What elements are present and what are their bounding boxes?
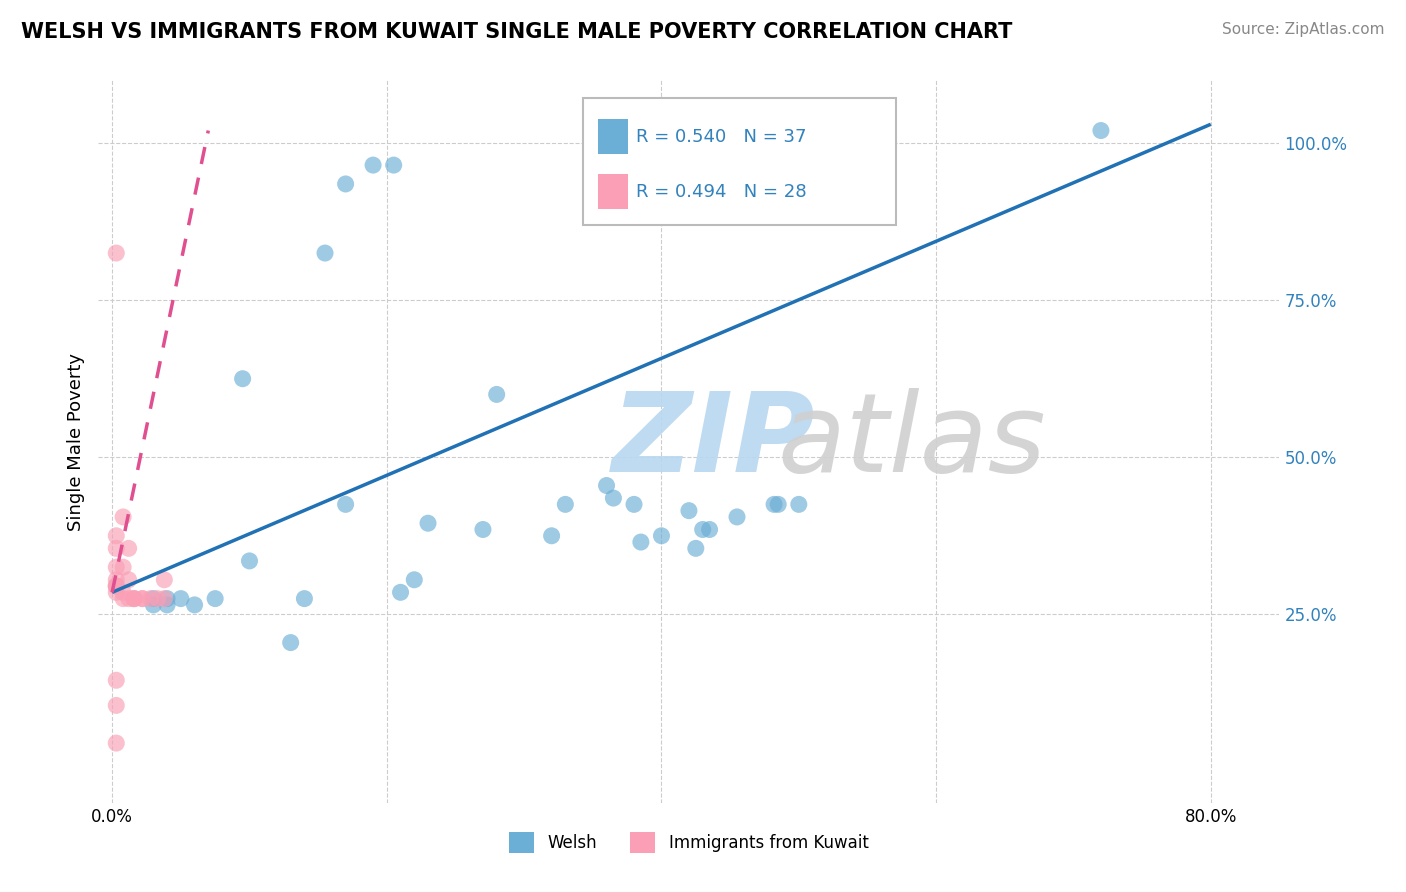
Point bbox=[471, 523, 494, 537]
Point bbox=[105, 579, 128, 593]
Point bbox=[204, 591, 226, 606]
Point bbox=[146, 591, 169, 606]
Point bbox=[183, 598, 205, 612]
Point bbox=[156, 598, 179, 612]
Point bbox=[623, 497, 645, 511]
Point bbox=[678, 503, 700, 517]
Text: R = 0.540   N = 37: R = 0.540 N = 37 bbox=[636, 128, 806, 145]
Point bbox=[105, 673, 128, 688]
Point bbox=[404, 573, 426, 587]
Text: WELSH VS IMMIGRANTS FROM KUWAIT SINGLE MALE POVERTY CORRELATION CHART: WELSH VS IMMIGRANTS FROM KUWAIT SINGLE M… bbox=[21, 22, 1012, 42]
Point bbox=[122, 591, 145, 606]
Point bbox=[685, 541, 707, 556]
Point bbox=[280, 635, 302, 649]
Point bbox=[238, 554, 260, 568]
Point bbox=[105, 585, 128, 599]
Point bbox=[131, 591, 153, 606]
Point bbox=[156, 591, 179, 606]
Point bbox=[1090, 123, 1112, 137]
Point bbox=[142, 598, 165, 612]
Point bbox=[142, 591, 165, 606]
Point bbox=[112, 591, 135, 606]
Point bbox=[122, 591, 145, 606]
FancyBboxPatch shape bbox=[598, 120, 627, 154]
Point bbox=[105, 541, 128, 556]
Point bbox=[699, 523, 721, 537]
Point bbox=[382, 158, 405, 172]
Point bbox=[112, 560, 135, 574]
Point bbox=[122, 591, 145, 606]
Point bbox=[540, 529, 562, 543]
Text: R = 0.494   N = 28: R = 0.494 N = 28 bbox=[636, 183, 807, 201]
Legend: Welsh, Immigrants from Kuwait: Welsh, Immigrants from Kuwait bbox=[502, 826, 876, 860]
Point bbox=[105, 529, 128, 543]
Point bbox=[170, 591, 193, 606]
Point bbox=[725, 510, 748, 524]
Point bbox=[232, 372, 254, 386]
Point bbox=[485, 387, 508, 401]
Point bbox=[117, 573, 139, 587]
Point bbox=[630, 535, 652, 549]
Point bbox=[105, 573, 128, 587]
Point bbox=[105, 246, 128, 260]
Point bbox=[763, 497, 786, 511]
Point bbox=[416, 516, 439, 531]
Point bbox=[335, 497, 357, 511]
Point bbox=[692, 523, 714, 537]
FancyBboxPatch shape bbox=[598, 174, 627, 209]
Point bbox=[650, 529, 672, 543]
Point bbox=[105, 579, 128, 593]
Point bbox=[766, 497, 789, 511]
Point bbox=[787, 497, 810, 511]
FancyBboxPatch shape bbox=[582, 98, 896, 225]
Point bbox=[112, 585, 135, 599]
Point bbox=[117, 541, 139, 556]
Point bbox=[117, 591, 139, 606]
Y-axis label: Single Male Poverty: Single Male Poverty bbox=[66, 352, 84, 531]
Point bbox=[112, 510, 135, 524]
Point bbox=[554, 497, 576, 511]
Point bbox=[294, 591, 316, 606]
Point bbox=[389, 585, 412, 599]
Point bbox=[153, 573, 176, 587]
Point bbox=[153, 591, 176, 606]
Point bbox=[105, 698, 128, 713]
Point bbox=[131, 591, 153, 606]
Point bbox=[139, 591, 162, 606]
Point bbox=[314, 246, 336, 260]
Point bbox=[105, 579, 128, 593]
Point bbox=[335, 177, 357, 191]
Point bbox=[595, 478, 617, 492]
Point bbox=[361, 158, 384, 172]
Point bbox=[105, 736, 128, 750]
Text: Source: ZipAtlas.com: Source: ZipAtlas.com bbox=[1222, 22, 1385, 37]
Point bbox=[105, 560, 128, 574]
Text: ZIP: ZIP bbox=[612, 388, 815, 495]
Text: atlas: atlas bbox=[778, 388, 1046, 495]
Point bbox=[602, 491, 624, 505]
